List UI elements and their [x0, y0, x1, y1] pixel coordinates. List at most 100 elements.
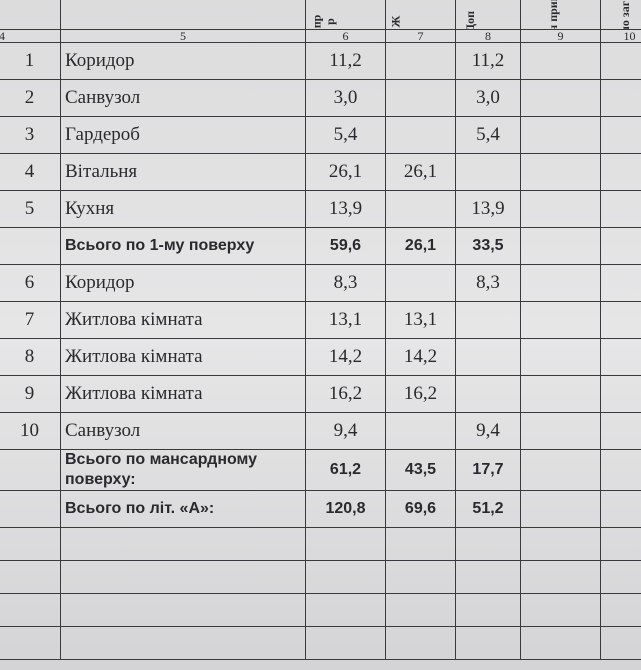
empty-cell: [600, 490, 641, 528]
room-name: Санвузол: [60, 79, 306, 117]
living-area: 14,2: [385, 338, 456, 376]
empty-cell: [520, 560, 601, 594]
living-area: 43,5: [385, 449, 456, 491]
header-col-7: Ж: [385, 0, 456, 30]
empty-cell: [520, 527, 601, 561]
empty-cell: [600, 42, 641, 80]
living-area: [385, 79, 456, 117]
total-area: 9,4: [305, 412, 386, 450]
empty-cell: [600, 375, 641, 413]
room-number: 2: [0, 79, 61, 117]
total-area: 59,6: [305, 227, 386, 265]
room-name: Кухня: [60, 190, 306, 228]
total-area: 14,2: [305, 338, 386, 376]
living-area: 26,1: [385, 153, 456, 191]
room-name: Всього по літ. «А»:: [60, 490, 306, 528]
living-area: [385, 190, 456, 228]
total-row: Всього по літ. «А»: 120,8 69,6 51,2: [0, 490, 641, 528]
empty-cell: [520, 626, 601, 660]
living-area: 26,1: [385, 227, 456, 265]
empty-cell: [520, 116, 601, 154]
empty-cell: [385, 527, 456, 561]
column-number-row: 4 5 6 7 8 9 10: [0, 29, 641, 43]
total-area: 61,2: [305, 449, 386, 491]
table-row: 9 Житлова кімната 16,2 16,2: [0, 375, 641, 413]
total-area: 16,2: [305, 375, 386, 413]
auxiliary-area: 33,5: [455, 227, 521, 265]
table-row: 7 Житлова кімната 13,1 13,1: [0, 301, 641, 339]
empty-cell: [520, 79, 601, 117]
empty-cell: [600, 593, 641, 627]
auxiliary-area: 17,7: [455, 449, 521, 491]
empty-cell: [520, 42, 601, 80]
living-area: [385, 264, 456, 302]
header-col-9: Літн прим: [520, 0, 601, 30]
auxiliary-area: 5,4: [455, 116, 521, 154]
auxiliary-area: 51,2: [455, 490, 521, 528]
header-col-8: Доп: [455, 0, 521, 30]
total-row: Всього по 1-му поверху 59,6 26,1 33,5: [0, 227, 641, 265]
empty-cell: [60, 560, 306, 594]
room-name: Санвузол: [60, 412, 306, 450]
total-area: 13,1: [305, 301, 386, 339]
table-row: 10 Санвузол 9,4 9,4: [0, 412, 641, 450]
auxiliary-area: [455, 153, 521, 191]
col-number: 10: [600, 29, 641, 43]
total-area: 120,8: [305, 490, 386, 528]
empty-cell: [600, 560, 641, 594]
room-name: Всього по 1-му поверху: [60, 227, 306, 265]
living-area: 13,1: [385, 301, 456, 339]
total-row: Всього по мансардному поверху: 61,2 43,5 17…: [0, 449, 641, 491]
total-area: 13,9: [305, 190, 386, 228]
empty-cell: [600, 79, 641, 117]
empty-cell: [600, 301, 641, 339]
col-number: 9: [520, 29, 601, 43]
table-row: 3 Гардероб 5,4 5,4: [0, 116, 641, 154]
table-row: 4 Вітальня 26,1 26,1: [0, 153, 641, 191]
col-number: 6: [305, 29, 386, 43]
empty-cell: [600, 527, 641, 561]
room-name: Житлова кімната: [60, 338, 306, 376]
total-area: 3,0: [305, 79, 386, 117]
total-area: 26,1: [305, 153, 386, 191]
living-area: [385, 42, 456, 80]
header-col-10: Пло заг: [600, 0, 641, 30]
table-row: 2 Санвузол 3,0 3,0: [0, 79, 641, 117]
room-number: 3: [0, 116, 61, 154]
empty-cell: [385, 560, 456, 594]
empty-cell: [0, 527, 61, 561]
empty-cell: [600, 338, 641, 376]
total-area: 11,2: [305, 42, 386, 80]
empty-cell: [385, 626, 456, 660]
col-number: 8: [455, 29, 521, 43]
room-name: Всього по мансардному поверху:: [60, 449, 306, 491]
col-number: 4: [0, 29, 61, 43]
empty-cell: [520, 338, 601, 376]
room-number: 8: [0, 338, 61, 376]
empty-cell: [60, 527, 306, 561]
auxiliary-area: 9,4: [455, 412, 521, 450]
empty-cell: [455, 626, 521, 660]
table-row: 8 Житлова кімната 14,2 14,2: [0, 338, 641, 376]
empty-cell: [305, 593, 386, 627]
room-number: [0, 227, 61, 265]
total-area: 8,3: [305, 264, 386, 302]
empty-cell: [600, 227, 641, 265]
room-number: 1: [0, 42, 61, 80]
room-number: 10: [0, 412, 61, 450]
col-number: 7: [385, 29, 456, 43]
empty-row: [0, 626, 641, 660]
empty-cell: [455, 560, 521, 594]
col-number: 5: [60, 29, 306, 43]
auxiliary-area: 11,2: [455, 42, 521, 80]
living-area: 69,6: [385, 490, 456, 528]
empty-cell: [600, 264, 641, 302]
total-area: 5,4: [305, 116, 386, 154]
empty-cell: [455, 527, 521, 561]
auxiliary-area: [455, 375, 521, 413]
empty-cell: [305, 560, 386, 594]
empty-cell: [385, 593, 456, 627]
table-row: 5 Кухня 13,9 13,9: [0, 190, 641, 228]
